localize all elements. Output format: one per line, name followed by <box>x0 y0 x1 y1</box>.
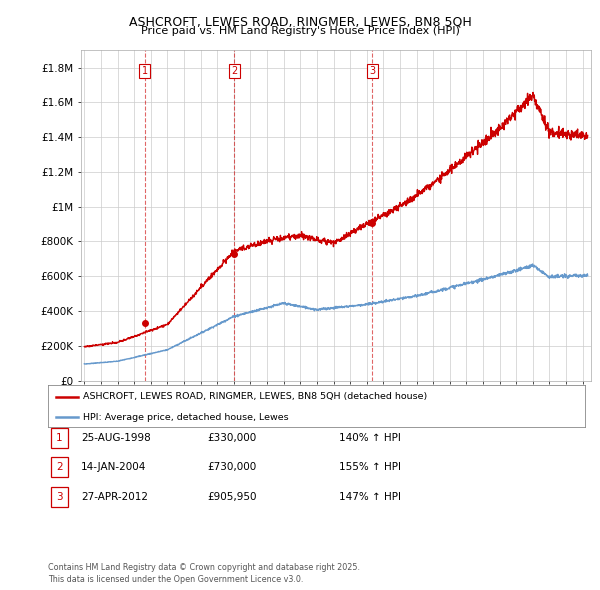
Text: 25-AUG-1998: 25-AUG-1998 <box>81 433 151 442</box>
Text: 155% ↑ HPI: 155% ↑ HPI <box>339 463 401 472</box>
Text: 147% ↑ HPI: 147% ↑ HPI <box>339 492 401 502</box>
Text: £330,000: £330,000 <box>207 433 256 442</box>
Text: 3: 3 <box>369 66 375 76</box>
Text: 2: 2 <box>232 66 238 76</box>
Text: £730,000: £730,000 <box>207 463 256 472</box>
Text: ASHCROFT, LEWES ROAD, RINGMER, LEWES, BN8 5QH (detached house): ASHCROFT, LEWES ROAD, RINGMER, LEWES, BN… <box>83 392 427 401</box>
Text: 140% ↑ HPI: 140% ↑ HPI <box>339 433 401 442</box>
Text: HPI: Average price, detached house, Lewes: HPI: Average price, detached house, Lewe… <box>83 413 289 422</box>
Text: 27-APR-2012: 27-APR-2012 <box>81 492 148 502</box>
Text: Contains HM Land Registry data © Crown copyright and database right 2025.
This d: Contains HM Land Registry data © Crown c… <box>48 563 360 584</box>
Text: 2: 2 <box>56 463 63 472</box>
Text: 1: 1 <box>56 433 63 442</box>
Text: 3: 3 <box>56 492 63 502</box>
Text: ASHCROFT, LEWES ROAD, RINGMER, LEWES, BN8 5QH: ASHCROFT, LEWES ROAD, RINGMER, LEWES, BN… <box>128 15 472 28</box>
Text: Price paid vs. HM Land Registry's House Price Index (HPI): Price paid vs. HM Land Registry's House … <box>140 26 460 36</box>
Text: 14-JAN-2004: 14-JAN-2004 <box>81 463 146 472</box>
Text: £905,950: £905,950 <box>207 492 257 502</box>
Text: 1: 1 <box>142 66 148 76</box>
